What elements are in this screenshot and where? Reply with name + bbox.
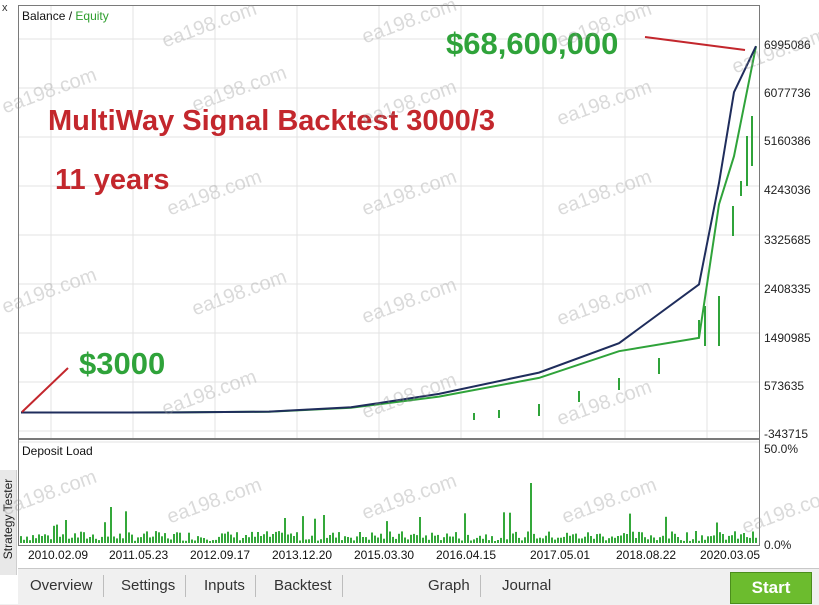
y-tick-label: 6077736 <box>764 86 811 100</box>
y-tick-label: 6995086 <box>764 38 811 52</box>
y-axis: 6995086 6077736 5160386 4243036 3325685 … <box>760 5 819 445</box>
x-tick-label: 2016.04.15 <box>436 548 497 562</box>
y-tick-label: 5160386 <box>764 134 811 148</box>
strategy-tester-title: Strategy Tester <box>1 478 15 560</box>
legend-separator: / <box>68 9 73 23</box>
x-tick-label: 2012.09.17 <box>190 548 251 562</box>
x-tick-label: 2013.12.20 <box>272 548 333 562</box>
deposit-tick-label: 0.0% <box>764 538 792 552</box>
annotation-title: MultiWay Signal Backtest 3000/3 <box>48 105 495 137</box>
x-tick-label: 2020.03.05 <box>700 548 761 562</box>
y-tick-label: 2408335 <box>764 282 811 296</box>
tab-backtest[interactable]: Backtest <box>264 575 343 597</box>
tab-overview[interactable]: Overview <box>20 575 104 597</box>
start-button[interactable]: Start <box>730 572 812 604</box>
tab-journal[interactable]: Journal <box>502 577 552 594</box>
x-tick-label: 2011.05.23 <box>109 548 169 562</box>
deposit-tick-label: 50.0% <box>764 442 799 456</box>
legend-balance: Balance <box>22 9 66 23</box>
legend-equity: Equity <box>75 9 109 23</box>
deposit-load-plot <box>19 441 759 543</box>
annotation-end-value: $68,600,000 <box>446 26 619 61</box>
x-tick-label: 2015.03.30 <box>354 548 415 562</box>
tab-graph[interactable]: Graph <box>418 575 481 597</box>
balance-equity-chart <box>18 5 760 439</box>
tab-inputs[interactable]: Inputs <box>194 575 256 597</box>
annotation-years: 11 years <box>55 164 170 196</box>
tab-settings[interactable]: Settings <box>111 575 187 597</box>
balance-equity-plot <box>19 6 759 438</box>
y-tick-label: 3325685 <box>764 233 811 247</box>
x-tick-label: 2017.05.01 <box>530 548 591 562</box>
close-icon[interactable]: x <box>2 2 8 14</box>
x-tick-label: 2010.02.09 <box>28 548 89 562</box>
y-tick-label: 1490985 <box>764 331 811 345</box>
deposit-load-label: Deposit Load <box>22 444 93 458</box>
balance-line <box>21 45 757 414</box>
x-tick-label: 2018.08.22 <box>616 548 677 562</box>
deposit-load-chart <box>18 439 760 546</box>
y-tick-label: -343715 <box>764 427 809 441</box>
x-axis-dates: 2010.02.09 2011.05.23 2012.09.17 2013.12… <box>18 546 761 564</box>
y-tick-label: 573635 <box>764 379 805 393</box>
strategy-tester-side-title: Strategy Tester <box>0 470 17 575</box>
tester-tabs: Overview Settings Inputs Backtest Graph … <box>18 568 819 605</box>
chart-legend: Balance / Equity <box>22 9 109 23</box>
y-tick-label: 4243036 <box>764 183 811 197</box>
annotation-start-value: $3000 <box>79 346 166 381</box>
